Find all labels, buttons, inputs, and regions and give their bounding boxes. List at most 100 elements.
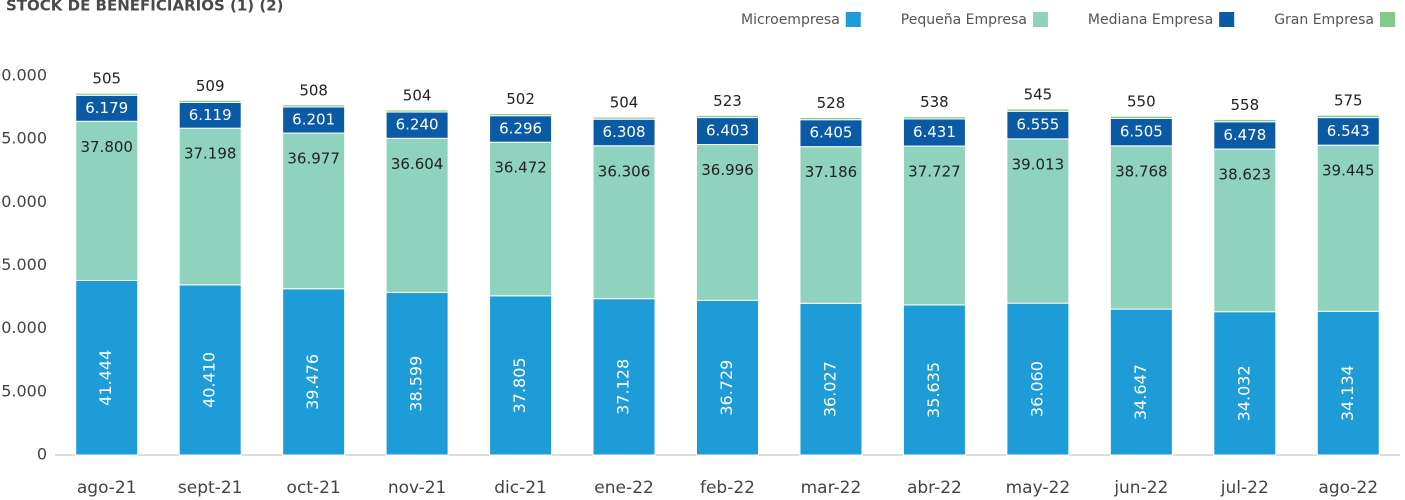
bar-segment (1006, 302, 1070, 456)
data-label: 38.623 (1219, 166, 1272, 184)
data-label: 37.198 (184, 145, 237, 163)
y-tick-label: 60.000 (0, 192, 47, 211)
data-label: 523 (713, 92, 742, 110)
legend-label: Gran Empresa (1274, 12, 1374, 28)
bar-segment (489, 295, 553, 456)
bar-segment (1316, 117, 1380, 146)
bar-segment (592, 118, 656, 147)
bar-segment (696, 144, 759, 301)
bar-segment (696, 117, 759, 146)
data-label: 39.476 (303, 354, 322, 410)
bar-segment (592, 145, 656, 300)
bar-segment (282, 288, 346, 456)
bar-segment (902, 116, 966, 120)
y-tick-label: 75.000 (0, 129, 47, 148)
legend-swatch (845, 12, 861, 27)
y-tick-label: 15.000 (0, 381, 47, 400)
data-label: 6.308 (603, 123, 646, 141)
bar-segment (1213, 148, 1277, 313)
data-label: 39.445 (1322, 162, 1375, 180)
data-label: 36.027 (820, 361, 839, 417)
x-tick-label: jun-22 (1113, 478, 1168, 498)
data-label: 6.179 (85, 99, 128, 117)
data-label: 34.647 (1131, 364, 1150, 420)
data-label: 37.727 (908, 163, 961, 181)
bar-segment (799, 116, 863, 121)
data-label: 502 (506, 90, 535, 108)
bar-segment (282, 104, 346, 108)
data-label: 38.768 (1115, 162, 1168, 180)
data-label: 36.977 (287, 150, 340, 168)
data-label: 6.119 (189, 106, 232, 124)
y-tick-label: 30.000 (0, 318, 47, 337)
x-tick-label: dic-21 (494, 478, 547, 498)
x-tick-label: may-22 (1006, 478, 1071, 498)
data-label: 6.405 (809, 124, 852, 142)
bar-segment (799, 146, 863, 304)
data-label: 39.013 (1012, 155, 1065, 173)
bar-segment (178, 284, 242, 456)
data-label: 558 (1230, 96, 1259, 114)
data-label: 504 (403, 86, 432, 104)
bar-segment (282, 132, 346, 290)
data-label: 505 (92, 70, 121, 88)
bar-segment (178, 99, 242, 103)
data-label: 41.444 (96, 350, 115, 406)
y-tick-label: 0 (37, 445, 47, 464)
data-label: 575 (1334, 92, 1363, 110)
x-tick-label: ene-22 (594, 478, 653, 498)
legend-label: Pequeña Empresa (901, 12, 1027, 28)
data-label: 37.805 (510, 357, 529, 413)
data-label: 36.306 (598, 162, 651, 180)
bar-segment (696, 299, 759, 456)
data-label: 504 (610, 94, 639, 112)
bar-segment (902, 118, 966, 147)
legend-label: Microempresa (741, 12, 840, 28)
x-tick-label: feb-22 (700, 478, 755, 498)
data-label: 36.060 (1027, 361, 1046, 417)
data-label: 35.635 (924, 362, 943, 418)
data-label: 34.032 (1234, 365, 1253, 421)
bar-segment (1006, 110, 1070, 140)
data-label: 37.128 (614, 359, 633, 415)
data-label: 37.800 (80, 138, 133, 156)
x-tick-label: jul-22 (1220, 478, 1269, 498)
bar-segment (592, 116, 656, 120)
data-label: 508 (299, 81, 328, 99)
data-label: 6.296 (499, 119, 542, 137)
bar-segment (178, 101, 242, 129)
bar-segment (489, 113, 553, 117)
data-label: 36.729 (717, 360, 736, 416)
data-label: 6.505 (1120, 123, 1163, 141)
x-tick-label: ago-21 (77, 478, 137, 498)
bar-segment (489, 141, 553, 297)
bar-segment (1316, 114, 1380, 119)
legend-label: Mediana Empresa (1088, 12, 1213, 28)
data-label: 34.134 (1338, 365, 1357, 421)
bar-segment (1213, 118, 1277, 123)
bar-segment (1109, 145, 1173, 310)
data-label: 36.604 (391, 155, 444, 173)
bar-segment (75, 279, 139, 456)
data-label: 550 (1127, 93, 1156, 111)
data-label: 6.240 (396, 116, 439, 134)
bar-segment (75, 92, 139, 96)
legend-swatch (1219, 12, 1235, 27)
x-tick-label: nov-21 (388, 478, 447, 498)
bar-segment (1006, 108, 1070, 112)
legend-swatch (1380, 12, 1395, 27)
bar-segment (902, 145, 966, 306)
data-label: 509 (196, 77, 225, 95)
data-label: 528 (817, 94, 846, 112)
bar-segment (1109, 308, 1173, 456)
bar-segment (385, 137, 449, 293)
bar-segment (1109, 115, 1173, 119)
data-label: 38.599 (407, 356, 426, 412)
bar-segment (592, 298, 656, 456)
bar-segment (178, 127, 242, 286)
data-label: 538 (920, 93, 949, 111)
data-label: 6.403 (706, 122, 749, 140)
x-tick-label: mar-22 (801, 478, 862, 498)
y-tick-label: 90.000 (0, 66, 47, 85)
